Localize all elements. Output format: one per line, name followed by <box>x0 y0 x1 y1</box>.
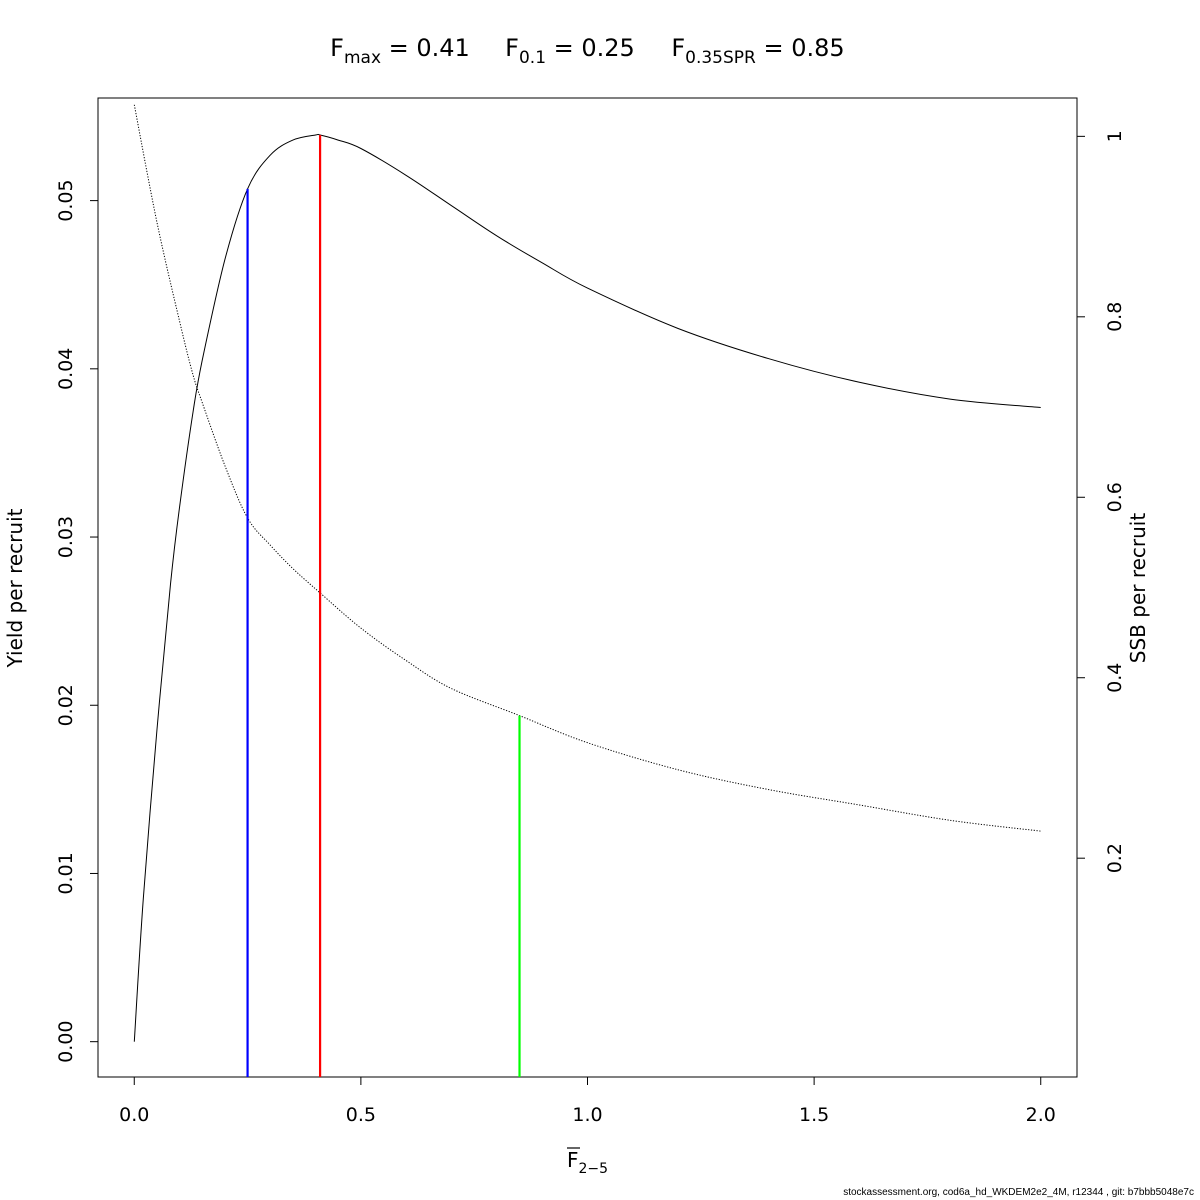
x-tick-label: 2.0 <box>1026 1104 1056 1126</box>
title-part: F0.35SPR = 0.85 <box>671 34 844 68</box>
y-left-tick-label: 0.04 <box>55 348 77 390</box>
y-left-tick-label: 0.03 <box>55 516 77 558</box>
y-axis-right: 0.2 0.4 0.6 0.8 1 SSB per recruit <box>1076 130 1150 873</box>
plot-frame <box>97 97 1078 1078</box>
x-axis: 0.0 0.5 1.0 1.5 2.0 F2−5 <box>119 1076 1056 1177</box>
y-axis-left: 0.00 0.01 0.02 0.03 0.04 0.05 Yield per recrui… <box>3 179 99 1063</box>
y-left-tick-label: 0.02 <box>55 684 77 726</box>
x-tick-label: 1.0 <box>572 1104 602 1126</box>
title-part: F0.1 = 0.25 <box>505 34 635 68</box>
x-tick-label: 0.5 <box>346 1104 376 1126</box>
reference-lines <box>246 135 521 1077</box>
y-left-axis-label: Yield per recruit <box>3 508 27 668</box>
y-left-tick-label: 0.05 <box>55 179 77 221</box>
title-part: Fmax = 0.41 <box>330 34 470 68</box>
y-right-tick-label: 0.4 <box>1104 663 1126 693</box>
y-right-axis-label: SSB per recruit <box>1126 513 1150 664</box>
series-group <box>133 104 1041 1042</box>
y-right-tick-label: 1 <box>1104 130 1126 142</box>
y-left-tick-label: 0.01 <box>55 852 77 894</box>
footer-note: stockassessment.org, cod6a_hd_WKDEM2e2_4… <box>843 1187 1194 1198</box>
y-right-tick-label: 0.2 <box>1104 843 1126 873</box>
x-tick-label: 0.0 <box>119 1104 149 1126</box>
x-tick-label: 1.5 <box>799 1104 829 1126</box>
y-right-tick-label: 0.6 <box>1104 482 1126 512</box>
y-right-tick-label: 0.8 <box>1104 302 1126 332</box>
ssb-per-recruit-line <box>133 104 1041 832</box>
y-left-tick-label: 0.00 <box>55 1021 77 1063</box>
chart-title: Fmax = 0.41 F0.1 = 0.25 F0.35SPR = 0.85 <box>330 34 845 68</box>
yield-per-recruit-line <box>133 133 1041 1042</box>
x-axis-label: F2−5 <box>567 1148 608 1177</box>
